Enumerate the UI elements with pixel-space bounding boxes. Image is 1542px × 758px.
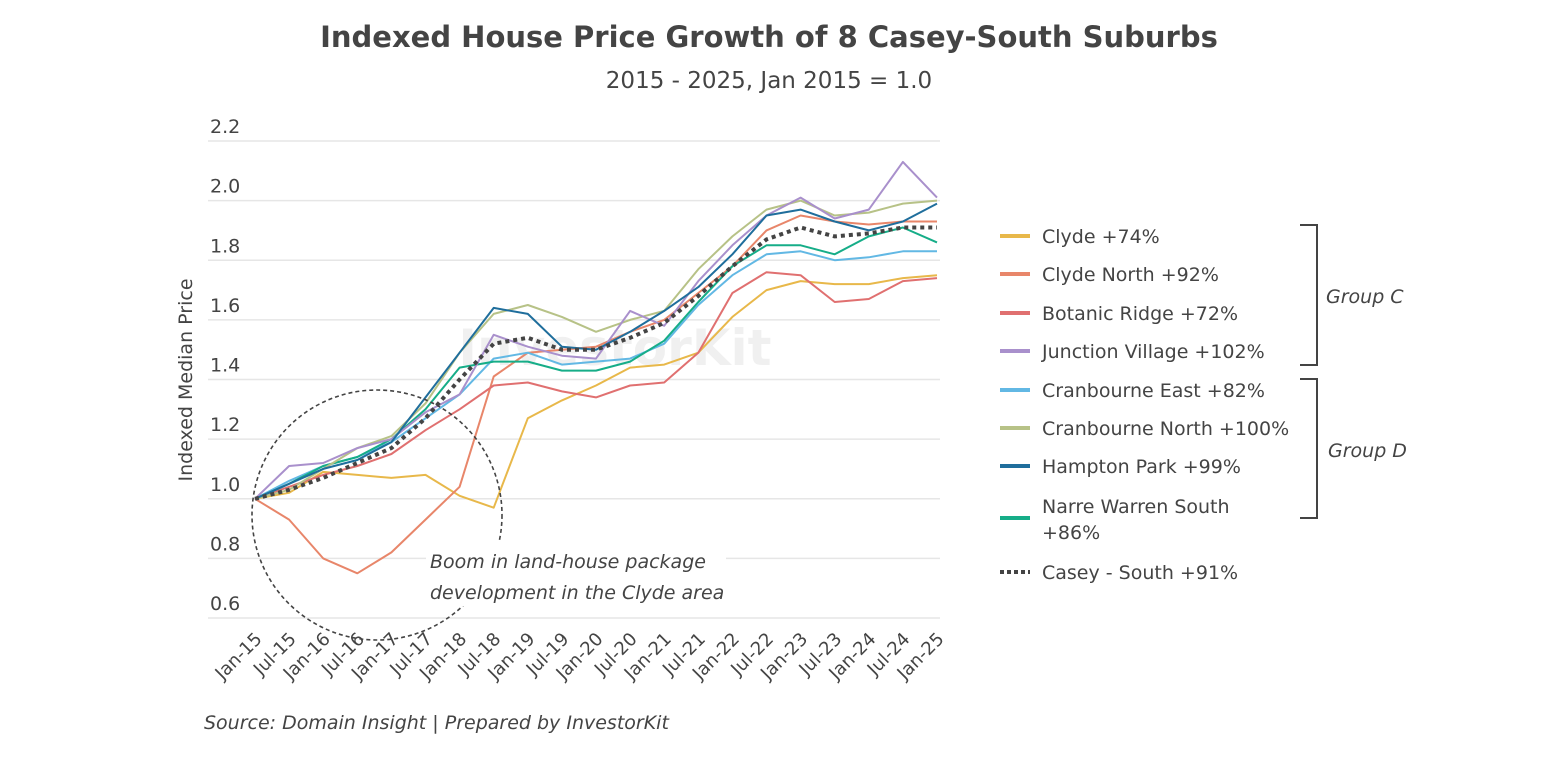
- watermark: InvestorKit: [458, 319, 771, 377]
- annotation-line1: Boom in land-house package: [430, 551, 706, 573]
- series-lines: [254, 160, 938, 575]
- group-c-bracket: [1300, 224, 1318, 366]
- legend-label: Botanic Ridge +72%: [1042, 303, 1238, 325]
- annotation-line2: development in the Clyde area: [430, 582, 724, 604]
- chart-title: Indexed House Price Growth of 8 Casey-So…: [320, 20, 1218, 54]
- group-c-label: Group C: [1326, 286, 1404, 308]
- legend-label: Cranbourne North +100%: [1042, 418, 1289, 440]
- y-tick-label: 1.6: [210, 295, 240, 317]
- legend-label: Casey - South +91%: [1042, 562, 1238, 584]
- legend-label: Cranbourne East +82%: [1042, 380, 1265, 402]
- gridlines: [208, 140, 940, 619]
- series-line-narre-warren-south-86: [254, 226, 938, 500]
- series-line-clyde-74: [254, 274, 938, 509]
- group-d-bracket: [1300, 378, 1318, 519]
- series-line-botanic-ridge-72: [254, 271, 938, 500]
- legend: Clyde +74% Clyde North +92% Botanic Ridge …: [1000, 226, 1289, 584]
- legend-label: Clyde North +92%: [1042, 264, 1219, 286]
- series-line-hampton-park-99: [254, 202, 938, 500]
- group-d-label: Group D: [1328, 440, 1407, 462]
- legend-label: Narre Warren South: [1042, 496, 1230, 518]
- y-tick-label: 2.0: [210, 176, 240, 198]
- chart-subtitle: 2015 - 2025, Jan 2015 = 1.0: [606, 68, 932, 94]
- y-tick-label: 1.4: [210, 355, 240, 377]
- y-axis-label: Indexed Median Price: [175, 278, 197, 481]
- y-tick-label: 1.2: [210, 414, 240, 436]
- y-tick-label: 0.8: [210, 533, 240, 555]
- legend-label: +86%: [1042, 522, 1100, 544]
- legend-label: Hampton Park +99%: [1042, 456, 1241, 478]
- series-line-clyde-north-92: [254, 214, 937, 575]
- y-axis: 0.6 0.8 1.0 1.2 1.4 1.6 1.8 2.0 2.2: [210, 116, 240, 615]
- series-line-junction-village-102: [254, 160, 938, 500]
- annotation-circle: [251, 389, 503, 641]
- series-line-casey-south-91: [254, 225, 937, 501]
- legend-label: Junction Village +102%: [1041, 341, 1265, 363]
- x-axis: Jan-15Jul-15Jan-16Jul-16Jan-17Jul-17Jan-…: [211, 629, 949, 685]
- source-note: Source: Domain Insight | Prepared by Inv…: [204, 712, 670, 734]
- y-tick-label: 2.2: [210, 116, 240, 138]
- y-tick-label: 1.0: [210, 474, 240, 496]
- y-tick-label: 0.6: [210, 593, 240, 615]
- y-tick-label: 1.8: [210, 235, 240, 257]
- annotation-bg: [426, 540, 726, 606]
- legend-label: Clyde +74%: [1042, 226, 1160, 248]
